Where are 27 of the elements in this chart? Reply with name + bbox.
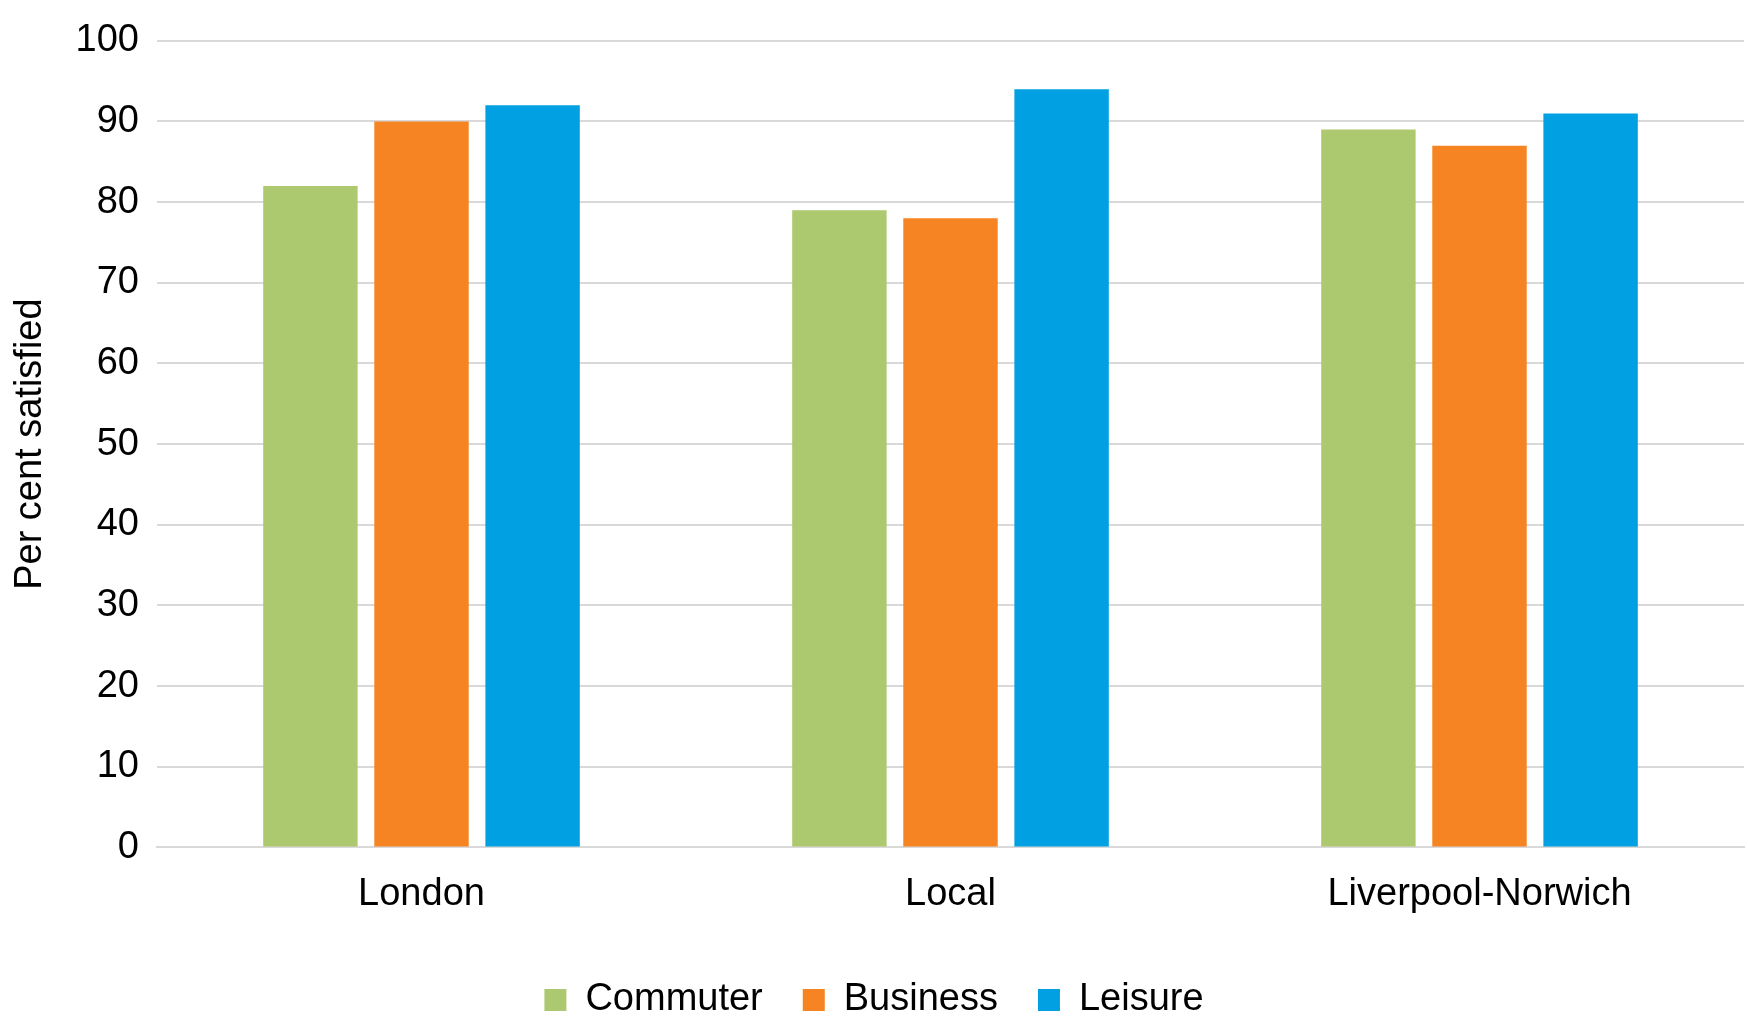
- y-tick-label: 30: [96, 581, 139, 624]
- x-tick-label: Local: [905, 870, 996, 913]
- bar: [903, 218, 998, 847]
- y-tick-label: 90: [96, 97, 139, 140]
- y-tick-label: 40: [96, 501, 139, 544]
- y-tick-label: 50: [96, 420, 139, 463]
- y-tick-label: 100: [75, 17, 139, 60]
- x-tick-label: London: [358, 870, 485, 913]
- legend-label: Leisure: [1078, 976, 1204, 1019]
- bar: [374, 121, 469, 847]
- y-tick-label: 20: [96, 662, 139, 705]
- bar: [485, 105, 580, 847]
- bar: [1014, 89, 1109, 847]
- legend-label: Business: [843, 976, 998, 1019]
- y-tick-label: 10: [96, 743, 139, 786]
- y-axis-title: Per cent satisfied: [7, 298, 50, 590]
- y-tick-label: 0: [117, 823, 139, 866]
- y-tick-label: 70: [96, 259, 139, 302]
- legend-label: Commuter: [585, 976, 764, 1019]
- bar: [792, 210, 887, 847]
- bar: [1543, 113, 1638, 847]
- y-tick-label: 60: [96, 339, 139, 382]
- bar: [263, 185, 358, 847]
- bar: [1321, 129, 1416, 847]
- y-tick-label: 80: [96, 178, 139, 221]
- x-tick-label: Liverpool-Norwich: [1327, 870, 1632, 913]
- bar: [1432, 145, 1527, 847]
